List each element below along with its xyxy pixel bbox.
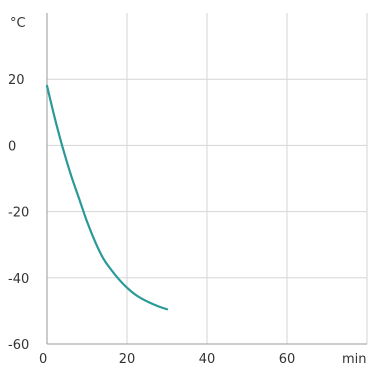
series-layer [45, 84, 169, 311]
series-line-0 [45, 84, 169, 311]
y-tick-label: 0 [8, 139, 16, 154]
x-axis-unit: min [342, 352, 367, 367]
x-tick-label: 60 [279, 352, 296, 367]
y-tick-label: -60 [8, 338, 29, 353]
y-tick-label: -40 [8, 272, 29, 287]
y-axis-unit: °C [10, 16, 26, 31]
grid [47, 13, 368, 344]
x-tick-label: 20 [119, 352, 136, 367]
axes [46, 13, 367, 345]
y-tick-label: -20 [8, 206, 29, 221]
x-tick-label: 40 [199, 352, 216, 367]
y-tick-label: 20 [8, 73, 25, 88]
x-tick-label: 0 [39, 352, 47, 367]
tick-labels: -60 -40 -20 0 20 0 20 40 60 [8, 73, 295, 367]
